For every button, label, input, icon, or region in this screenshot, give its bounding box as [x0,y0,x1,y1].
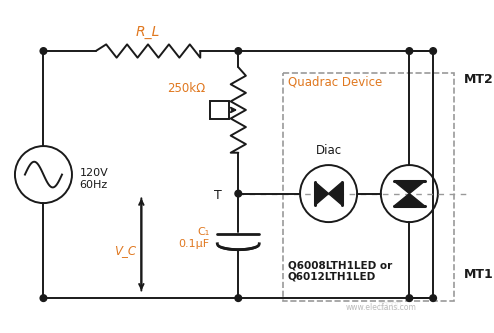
Text: Quadrac Device: Quadrac Device [288,76,382,89]
Circle shape [235,48,242,54]
Circle shape [40,295,47,301]
Polygon shape [315,182,329,205]
Text: MT2: MT2 [463,73,494,86]
Text: 电子发烧网: 电子发烧网 [379,301,402,310]
Circle shape [235,295,242,301]
Text: T: T [213,189,221,202]
Text: 250kΩ: 250kΩ [167,82,205,95]
Text: Q6008LTH1LED or
Q6012LTH1LED: Q6008LTH1LED or Q6012LTH1LED [288,260,392,282]
Polygon shape [394,193,424,206]
Text: 120V
60Hz: 120V 60Hz [80,168,108,189]
Bar [283,73,454,301]
Text: MT1: MT1 [463,268,494,281]
Circle shape [406,295,412,301]
Text: www.elecfans.com: www.elecfans.com [345,303,416,312]
Circle shape [430,48,436,54]
Text: Diac: Diac [316,145,342,158]
Bar [210,102,229,119]
Polygon shape [394,181,424,193]
Circle shape [406,48,412,54]
Circle shape [430,295,436,301]
Circle shape [40,48,47,54]
Polygon shape [329,182,342,205]
Text: R_L: R_L [136,25,160,39]
Text: C₁
0.1μF: C₁ 0.1μF [179,227,210,249]
Circle shape [235,190,242,197]
Text: V_C: V_C [115,244,137,257]
